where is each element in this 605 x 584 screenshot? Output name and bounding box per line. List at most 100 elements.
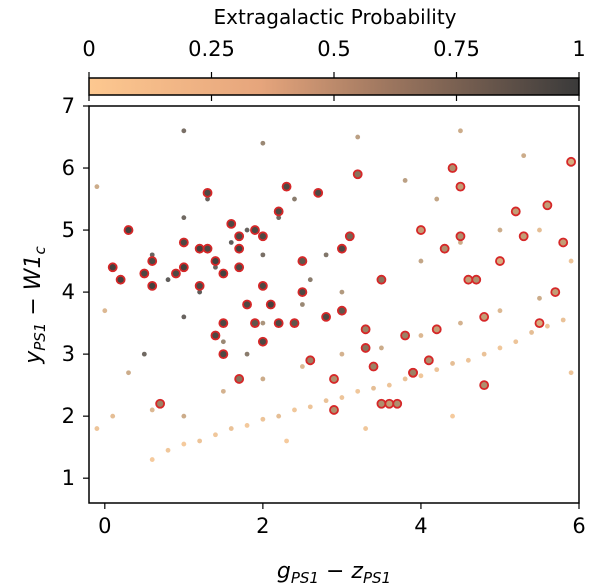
scatter-point: [458, 128, 463, 134]
scatter-point: [213, 432, 218, 438]
scatter-point: [110, 413, 116, 419]
plot-frame: [88, 105, 580, 504]
highlighted-point: [329, 374, 339, 384]
scatter-point: [544, 323, 550, 329]
highlighted-point: [423, 355, 434, 366]
highlighted-point: [210, 256, 221, 266]
highlighted-point: [431, 324, 442, 335]
scatter-point: [458, 240, 463, 245]
x-tick-label: 0: [98, 514, 111, 538]
scatter-point: [307, 277, 313, 283]
scatter-point: [497, 345, 503, 351]
colorbar-ticks: 0 0.25 0.5 0.75 1: [82, 37, 586, 101]
highlighted-point: [171, 268, 181, 279]
scatter-point: [339, 289, 345, 295]
scatter-point: [355, 388, 361, 394]
scatter-point: [213, 264, 218, 270]
highlighted-point: [139, 268, 150, 279]
highlighted-point: [273, 318, 284, 329]
scatter-point: [323, 398, 329, 404]
scatter-point: [244, 227, 250, 233]
scatter-point: [149, 252, 155, 258]
highlighted-point: [518, 231, 529, 242]
highlighted-point: [289, 318, 300, 329]
scatter-point: [228, 240, 234, 245]
scatter-point: [260, 252, 266, 258]
y-axis-ticks: 1 2 3 4 5 6 7: [62, 94, 89, 490]
highlighted-point: [360, 343, 371, 353]
highlighted-point: [439, 243, 450, 254]
scatter-point: [292, 196, 297, 202]
highlighted-point: [242, 299, 252, 310]
highlighted-point: [297, 256, 308, 266]
highlighted-point: [194, 280, 205, 291]
scatter-point: [560, 317, 566, 323]
highlighted-point: [329, 405, 339, 415]
highlighted-point: [495, 256, 505, 266]
scatter-point: [149, 407, 155, 413]
highlighted-point: [218, 268, 229, 279]
highlighted-point: [234, 243, 245, 254]
highlighted-point: [534, 318, 545, 329]
highlighted-point: [115, 274, 126, 285]
y-tick-label: 7: [62, 94, 75, 118]
highlighted-point: [147, 280, 158, 291]
scatter-point: [260, 140, 266, 146]
scatter-point: [355, 134, 361, 140]
highlighted-point: [250, 225, 260, 235]
highlighted-point: [479, 312, 490, 322]
scatter-point: [481, 351, 487, 357]
scatter-point: [165, 447, 171, 453]
scatter-point: [434, 367, 440, 373]
scatter-point: [276, 413, 282, 419]
highlighted-point: [558, 237, 569, 248]
scatter-point: [220, 388, 226, 394]
scatter-point: [244, 423, 250, 428]
highlighted-point: [313, 187, 324, 198]
scatter-point: [181, 314, 187, 320]
colorbar: [88, 77, 580, 96]
scatter-point: [141, 351, 147, 357]
scatter-point: [126, 370, 131, 376]
scatter-point: [497, 308, 503, 314]
highlighted-points: [107, 156, 576, 415]
colorbar-title: Extragalactic Probability: [213, 5, 456, 29]
scatter-point: [197, 438, 203, 444]
scatter-point: [402, 178, 408, 183]
highlighted-point: [194, 243, 205, 254]
highlighted-point: [202, 187, 213, 198]
scatter-point: [292, 407, 297, 413]
scatter-point: [299, 364, 305, 369]
highlighted-point: [218, 349, 229, 360]
highlighted-point: [250, 318, 260, 329]
highlighted-point: [257, 280, 268, 291]
scatter-point: [513, 339, 519, 345]
highlighted-point: [337, 305, 347, 316]
x-axis-ticks: 0 2 4 6: [98, 503, 586, 538]
highlighted-point: [305, 355, 316, 366]
scatter-point: [418, 373, 424, 379]
highlighted-point: [368, 361, 379, 372]
scatter-point: [307, 404, 313, 410]
highlighted-point: [147, 256, 158, 266]
colorbar-tick-label: 0.25: [188, 37, 235, 61]
colorbar-tick-label: 0.5: [317, 37, 350, 61]
scatter-point: [228, 426, 234, 431]
highlighted-point: [376, 398, 387, 409]
highlighted-point: [408, 367, 418, 378]
x-tick-label: 2: [256, 514, 269, 538]
scatter-point: [181, 128, 187, 134]
highlighted-point: [202, 243, 213, 254]
highlighted-point: [273, 206, 284, 217]
highlighted-point: [234, 374, 245, 384]
highlighted-point: [352, 169, 363, 180]
scatter-point: [94, 184, 100, 190]
scatter-point: [323, 252, 329, 258]
scatter-point: [568, 370, 574, 376]
highlighted-point: [392, 398, 403, 409]
scatter-point: [568, 258, 574, 264]
colorbar-tick-label: 0.75: [433, 37, 480, 61]
highlighted-point: [210, 330, 221, 341]
x-tick-label: 4: [414, 514, 427, 538]
y-tick-label: 1: [62, 466, 75, 490]
